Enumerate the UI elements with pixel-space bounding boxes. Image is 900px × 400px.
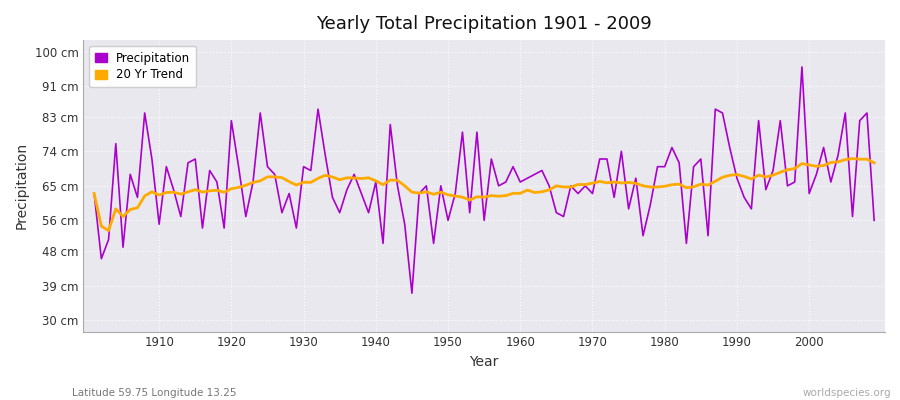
Text: worldspecies.org: worldspecies.org xyxy=(803,388,891,398)
Legend: Precipitation, 20 Yr Trend: Precipitation, 20 Yr Trend xyxy=(89,46,196,87)
Title: Yearly Total Precipitation 1901 - 2009: Yearly Total Precipitation 1901 - 2009 xyxy=(316,15,652,33)
X-axis label: Year: Year xyxy=(470,355,499,369)
Text: Latitude 59.75 Longitude 13.25: Latitude 59.75 Longitude 13.25 xyxy=(72,388,237,398)
Y-axis label: Precipitation: Precipitation xyxy=(15,142,29,230)
